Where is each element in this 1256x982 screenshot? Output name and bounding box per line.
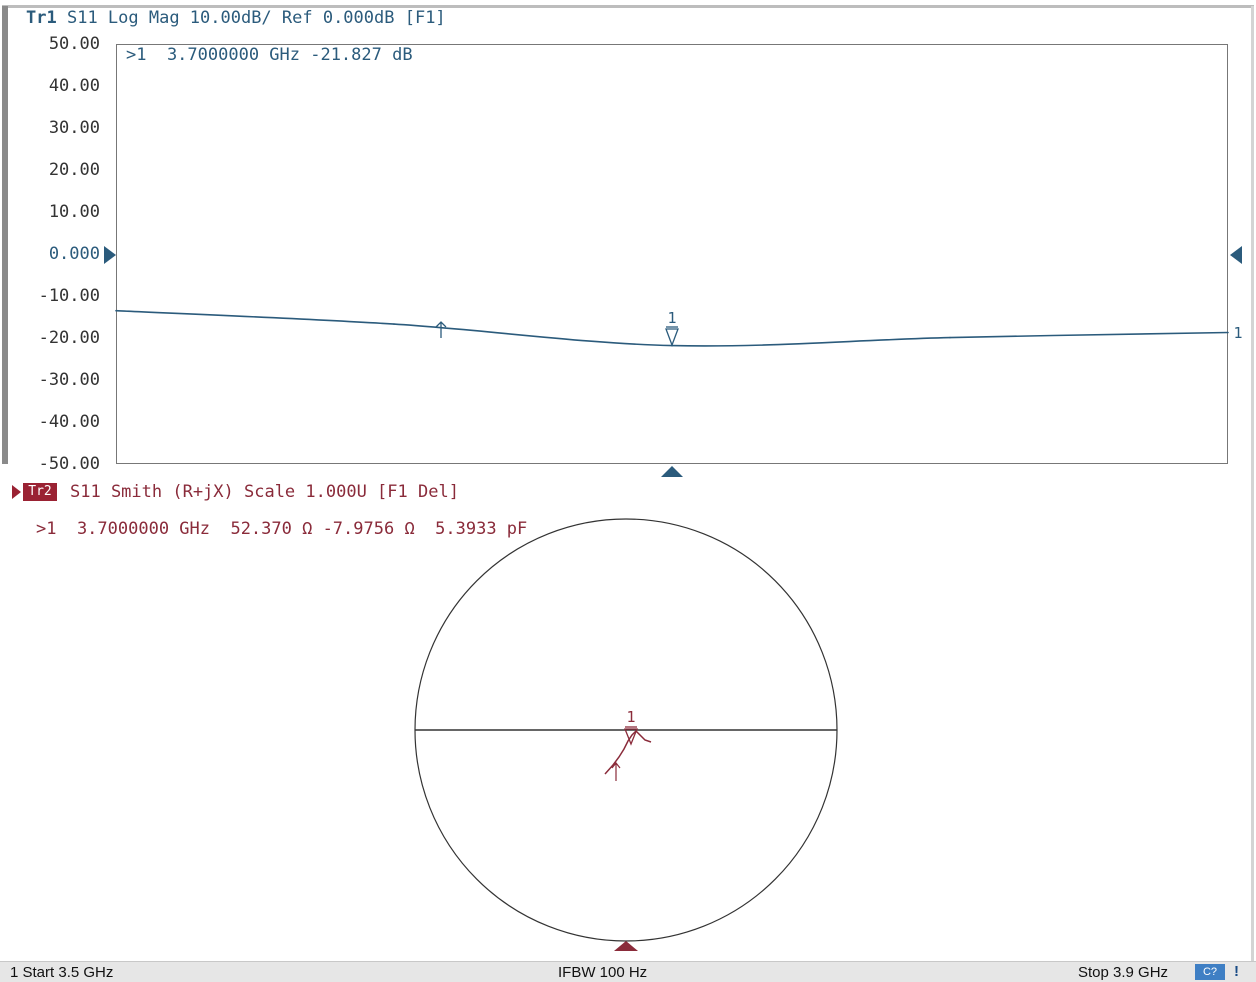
window-frame-left <box>2 6 8 464</box>
y-tick-label: 40.00 <box>48 76 100 96</box>
stimulus-position-triangle-icon <box>661 466 683 477</box>
trace1-data-point <box>1227 331 1229 334</box>
y-tick-label: 30.00 <box>48 118 100 138</box>
window-frame-right <box>1251 6 1254 962</box>
status-alert-icon: ! <box>1234 963 1239 980</box>
trace1-marker-readout: >1 3.7000000 GHz -21.827 dB <box>126 45 413 65</box>
reference-level-left-arrow-icon <box>104 246 116 264</box>
y-tick-label: 50.00 <box>48 34 100 54</box>
trace1-header-text: S11 Log Mag 10.00dB/ Ref 0.000dB [F1] <box>66 8 446 28</box>
trace1-data-point <box>949 336 951 339</box>
trace1-label[interactable]: Tr1 <box>26 8 57 28</box>
y-tick-label: -40.00 <box>38 412 100 432</box>
trace2-label-badge[interactable]: Tr2 <box>23 483 57 501</box>
status-stop-frequency[interactable]: Stop 3.9 GHz <box>1078 964 1169 981</box>
trace2-smith-locus <box>604 729 652 775</box>
trace1-header[interactable]: Tr1 S11 Log Mag 10.00dB/ Ref 0.000dB [F1… <box>26 8 446 28</box>
logmag-plot-area[interactable] <box>116 44 1228 464</box>
trace2-header[interactable]: S11 Smith (R+jX) Scale 1.000U [F1 Del] <box>70 482 459 502</box>
trace1-end-label: 1 <box>1233 324 1242 342</box>
trace2-tick-mark-icon <box>611 762 621 781</box>
status-ifbw[interactable]: IFBW 100 Hz <box>558 964 648 981</box>
window-frame-top <box>2 5 1254 8</box>
trace2-marker-readout: >1 3.7000000 GHz 52.370 Ω -7.9756 Ω 5.39… <box>36 519 528 539</box>
y-tick-label: 20.00 <box>48 160 100 180</box>
reference-level-right-arrow-icon <box>1230 246 1242 264</box>
y-tick-label: -30.00 <box>38 370 100 390</box>
trace1-data-point <box>115 309 117 312</box>
y-tick-label-reference: 0.000 <box>48 244 100 264</box>
trace1-data-point <box>393 323 395 325</box>
y-tick-label: -20.00 <box>38 328 100 348</box>
trace1-marker-number: 1 <box>667 309 676 327</box>
trace2-marker-number: 1 <box>626 708 635 726</box>
trace1-tick-mark-icon <box>435 321 447 338</box>
trace2-marker-triangle-icon[interactable] <box>624 728 638 746</box>
trace1-marker-triangle-icon[interactable] <box>665 328 679 347</box>
trace2-active-arrow-icon <box>12 485 21 499</box>
y-tick-label: -50.00 <box>38 454 100 474</box>
status-bar: 1 Start 3.5 GHz IFBW 100 Hz Stop 3.9 GHz… <box>0 961 1256 982</box>
smith-stimulus-triangle-icon <box>614 941 638 951</box>
status-indicator-badge: C? <box>1195 964 1225 980</box>
y-tick-label: 10.00 <box>48 202 100 222</box>
y-tick-label: -10.00 <box>38 286 100 306</box>
status-start-frequency[interactable]: 1 Start 3.5 GHz <box>10 964 114 981</box>
